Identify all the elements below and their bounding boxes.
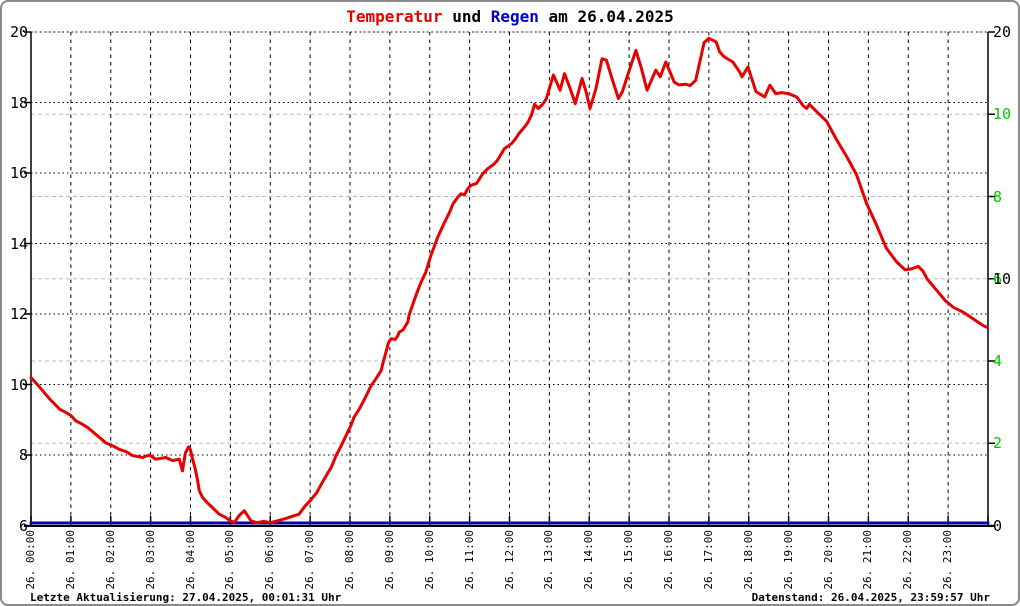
y-axis-label-left-6: 6	[18, 516, 28, 535]
x-axis-label-7: 26. 07:00	[303, 530, 317, 590]
data-state-text: Datenstand: 26.04.2025, 23:59:57 Uhr	[751, 591, 990, 604]
x-axis-label-19: 26. 19:00	[781, 530, 795, 590]
title-temperatur: Temperatur	[346, 7, 443, 26]
y-axis-label-rain-4: 4	[993, 352, 1003, 370]
x-axis-label-21: 26. 21:00	[861, 530, 875, 590]
y-axis-label-rain-8: 8	[993, 187, 1003, 206]
y-axis-label-rain-6: 6	[993, 269, 1003, 288]
x-axis-label-13: 26. 13:00	[542, 530, 556, 590]
y-axis-label-rain-10: 10	[993, 105, 1012, 124]
x-axis-label-6: 26. 06:00	[263, 530, 277, 590]
x-axis-label-22: 26. 22:00	[901, 530, 915, 590]
x-axis-label-3: 26. 03:00	[143, 530, 157, 590]
x-axis-label-10: 26. 10:00	[422, 530, 436, 590]
x-axis-label-17: 26. 17:00	[701, 530, 715, 590]
x-axis-label-5: 26. 05:00	[223, 530, 237, 590]
y-axis-label-rain-2: 2	[993, 434, 1003, 453]
x-axis-label-23: 26. 23:00	[941, 530, 955, 590]
last-update-text: Letzte Aktualisierung: 27.04.2025, 00:01…	[30, 591, 342, 604]
title-date: am 26.04.2025	[538, 7, 674, 26]
x-axis-label-16: 26. 16:00	[662, 530, 675, 590]
x-axis-label-15: 26. 15:00	[622, 530, 636, 590]
y-axis-label-left-16: 16	[9, 164, 28, 182]
chart-title: Temperatur und Regen am 26.04.2025	[2, 7, 1018, 26]
temperature-line	[29, 36, 989, 525]
y-axis-label-left-14: 14	[9, 234, 28, 253]
y-axis-label-right-10: 10	[993, 269, 1012, 288]
title-und: und	[442, 7, 491, 26]
title-regen: Regen	[490, 7, 539, 26]
x-axis-label-20: 26. 20:00	[821, 530, 835, 590]
y-axis-label-left-8: 8	[18, 446, 28, 464]
y-axis-label-left-10: 10	[9, 375, 28, 394]
x-axis-label-2: 26. 02:00	[103, 530, 117, 590]
x-axis-label-9: 26. 09:00	[382, 530, 396, 590]
x-axis-label-1: 26. 01:00	[63, 530, 77, 590]
x-axis-label-14: 26. 14:00	[582, 530, 596, 590]
x-axis-label-4: 26. 04:00	[183, 530, 197, 590]
y-axis-label-right-20: 20	[993, 23, 1012, 41]
y-axis-label-right-0: 0	[993, 516, 1003, 535]
x-axis-label-18: 26. 18:00	[741, 530, 755, 590]
y-axis-label-left-18: 18	[9, 93, 28, 112]
x-axis-label-0: 26. 00:00	[24, 530, 37, 590]
x-axis-label-11: 26. 11:00	[462, 530, 476, 590]
x-axis-label-8: 26. 08:00	[343, 530, 356, 590]
y-axis-label-left-12: 12	[9, 305, 28, 323]
x-axis-label-12: 26. 12:00	[502, 530, 516, 590]
y-axis-label-left-20: 20	[9, 23, 28, 41]
